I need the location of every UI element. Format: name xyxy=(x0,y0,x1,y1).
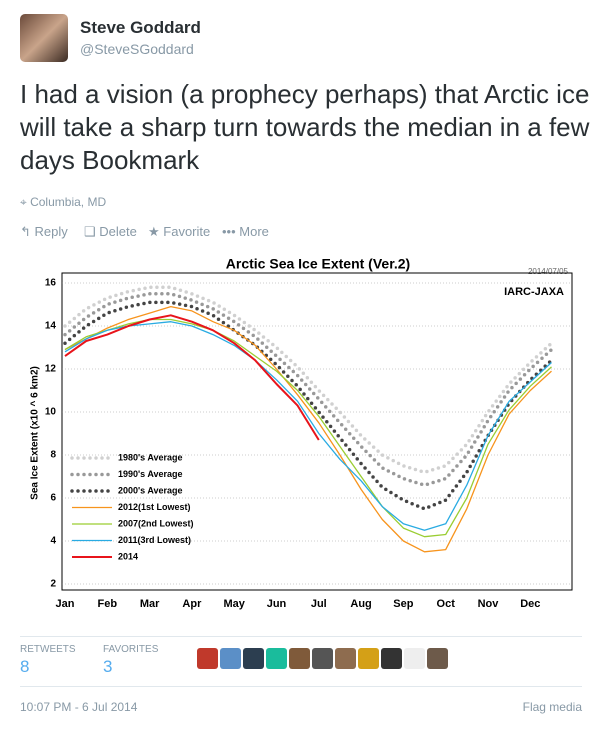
x-tick-label: May xyxy=(223,598,245,610)
favoriter-avatar[interactable] xyxy=(197,648,218,669)
y-tick-label: 2 xyxy=(50,579,56,590)
x-tick-label: Sep xyxy=(393,598,413,610)
user-handle[interactable]: @SteveSGoddard xyxy=(80,41,194,57)
series-line xyxy=(64,314,320,441)
avatar[interactable] xyxy=(20,14,68,62)
y-axis-label: Sea Ice Extent (x10 ^ 6 km2) xyxy=(30,366,41,500)
timestamp[interactable]: 10:07 PM - 6 Jul 2014 xyxy=(20,700,138,714)
y-tick-label: 16 xyxy=(45,278,57,289)
tweet-text: I had a vision (a prophecy perhaps) that… xyxy=(20,79,590,175)
favoriter-avatar[interactable] xyxy=(266,648,287,669)
chart[interactable]: Arctic Sea Ice Extent (Ver.2) 2014/07/05… xyxy=(0,0,606,625)
reply[interactable]: ↰ Reply xyxy=(20,224,68,239)
legend-label: 1990's Average xyxy=(118,469,183,479)
stat-value[interactable]: 8 xyxy=(20,657,30,676)
action[interactable]: More xyxy=(239,224,269,239)
chart-bg xyxy=(15,252,585,617)
y-tick-label: 12 xyxy=(45,364,57,375)
action[interactable]: Reply xyxy=(34,224,68,239)
legend-label: 2007(2nd Lowest) xyxy=(118,518,194,528)
favoriter-avatar[interactable] xyxy=(312,648,333,669)
plot-frame xyxy=(61,272,573,591)
y-tick-label: 14 xyxy=(45,321,57,332)
series-line xyxy=(63,300,554,511)
divider xyxy=(20,686,582,687)
stat-label[interactable]: RETWEETS xyxy=(20,644,76,655)
favoriter-avatar[interactable] xyxy=(381,648,402,669)
stat-label[interactable]: FAVORITES xyxy=(103,644,159,655)
favoriter-avatar[interactable] xyxy=(404,648,425,669)
x-tick-label: Aug xyxy=(350,598,371,610)
x-tick-label: Apr xyxy=(182,598,202,610)
legend-label: 2011(3rd Lowest) xyxy=(118,535,191,545)
favoriter-avatar[interactable] xyxy=(427,648,448,669)
x-tick-label: Jul xyxy=(311,598,327,610)
legend-label: 2014 xyxy=(118,551,138,561)
favorite[interactable]: ★ Favorite xyxy=(148,224,211,239)
favoriter-avatar[interactable] xyxy=(358,648,379,669)
legend-label: 1980's Average xyxy=(118,452,183,462)
chart-source: IARC-JAXA xyxy=(504,286,564,298)
legend-label: 2012(1st Lowest) xyxy=(118,502,191,512)
delete[interactable]: ❑ Delete xyxy=(84,224,137,239)
series-line xyxy=(64,305,552,553)
x-tick-label: Jan xyxy=(56,598,75,610)
location-text[interactable]: Columbia, MD xyxy=(30,195,107,209)
flag-media[interactable]: Flag media xyxy=(522,700,582,714)
y-tick-label: 8 xyxy=(50,450,56,461)
action[interactable]: Favorite xyxy=(163,224,211,239)
favoriter-avatar[interactable] xyxy=(220,648,241,669)
chart-title: Arctic Sea Ice Extent (Ver.2) xyxy=(226,256,410,272)
favoriter-avatar[interactable] xyxy=(289,648,310,669)
action[interactable]: Delete xyxy=(99,224,137,239)
stat-value[interactable]: 3 xyxy=(103,657,113,676)
location[interactable]: ⌖ Columbia, MD xyxy=(20,195,107,209)
x-tick-label: Jun xyxy=(267,598,287,610)
y-tick-label: 6 xyxy=(50,493,56,504)
favoriter-avatar[interactable] xyxy=(335,648,356,669)
user-name[interactable]: Steve Goddard xyxy=(80,18,201,37)
x-tick-label: Mar xyxy=(140,598,160,610)
chart-date: 2014/07/05 xyxy=(528,267,569,276)
x-tick-label: Oct xyxy=(437,598,456,610)
x-tick-label: Nov xyxy=(478,598,500,610)
legend-label: 2000's Average xyxy=(118,485,183,495)
y-tick-label: 4 xyxy=(50,536,56,547)
x-tick-label: Dec xyxy=(520,598,540,610)
more[interactable]: ••• More xyxy=(222,224,269,239)
divider xyxy=(20,636,582,637)
favoriter-avatar[interactable] xyxy=(243,648,264,669)
series-line xyxy=(63,285,554,474)
x-tick-label: Feb xyxy=(98,598,118,610)
series-line xyxy=(64,321,552,531)
y-tick-label: 10 xyxy=(45,407,57,418)
